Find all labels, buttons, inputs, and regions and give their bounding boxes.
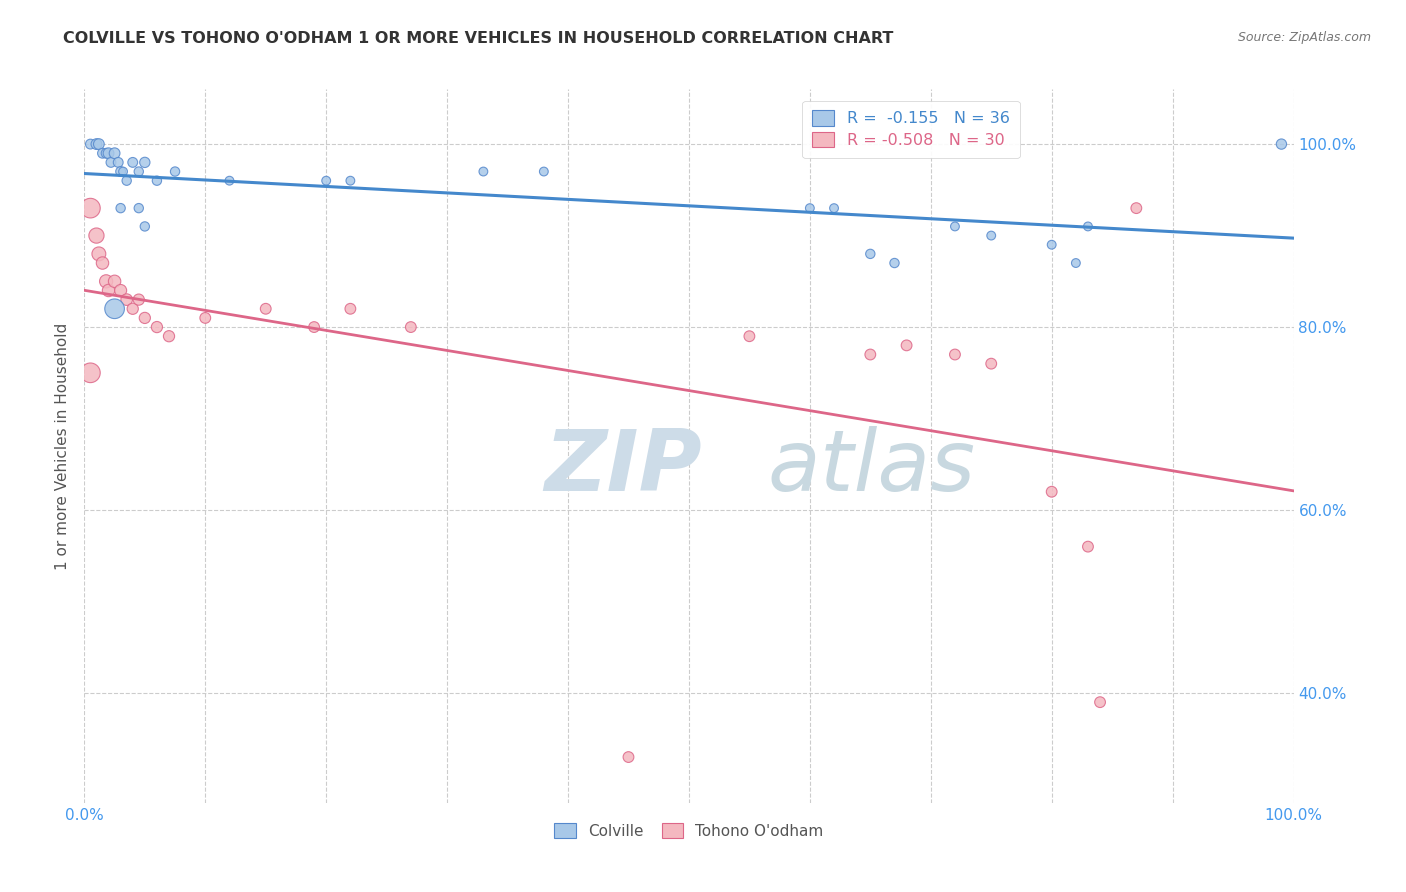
Point (110, 201, 132, 215)
Point (823, 201, 845, 215)
Point (128, 201, 150, 215)
Point (943, 347, 966, 361)
Point (1077, 219, 1099, 234)
Point (1064, 256, 1087, 270)
Point (94, 274, 117, 288)
Point (79, 201, 101, 215)
Point (738, 329, 761, 343)
Point (79, 137, 101, 152)
Point (104, 301, 127, 316)
Point (1088, 695, 1111, 709)
Point (94, 146, 117, 161)
Point (134, 310, 156, 325)
Point (859, 347, 882, 361)
Point (128, 164, 150, 178)
Point (100, 155, 122, 169)
Point (617, 750, 640, 764)
Point (1077, 540, 1099, 554)
Point (86, 228, 108, 243)
Point (883, 256, 905, 270)
Point (254, 301, 277, 316)
Point (1125, 201, 1147, 215)
Point (112, 164, 135, 178)
Point (121, 301, 143, 316)
Point (107, 155, 129, 169)
Point (110, 284, 132, 298)
Point (115, 174, 138, 188)
Point (315, 174, 337, 188)
Point (194, 310, 217, 325)
Point (339, 301, 361, 316)
Point (146, 174, 169, 188)
Point (472, 164, 495, 178)
Point (104, 146, 127, 161)
Point (87, 137, 110, 152)
Point (91, 256, 114, 270)
Point (980, 357, 1002, 371)
Point (339, 174, 361, 188)
Point (1270, 137, 1292, 152)
Point (97, 146, 120, 161)
Point (91, 146, 114, 161)
Point (896, 338, 918, 352)
Point (165, 164, 187, 178)
Point (218, 174, 240, 188)
Point (110, 164, 132, 178)
Y-axis label: 1 or more Vehicles in Household: 1 or more Vehicles in Household (55, 322, 70, 570)
Point (1040, 237, 1063, 252)
Point (157, 329, 180, 343)
Point (79, 366, 101, 380)
Text: ZIP: ZIP (544, 425, 702, 509)
Point (134, 219, 156, 234)
Point (134, 155, 156, 169)
Point (87, 247, 110, 261)
Point (128, 293, 150, 307)
Point (146, 320, 169, 334)
Text: atlas: atlas (768, 425, 976, 509)
Point (1040, 484, 1063, 499)
Point (104, 274, 127, 288)
Point (399, 320, 422, 334)
Point (86, 137, 108, 152)
Text: Source: ZipAtlas.com: Source: ZipAtlas.com (1237, 31, 1371, 45)
Legend: Colville, Tohono O'odham: Colville, Tohono O'odham (547, 816, 831, 847)
Point (121, 155, 143, 169)
Point (980, 228, 1002, 243)
Point (115, 293, 138, 307)
Point (533, 164, 555, 178)
Point (859, 247, 882, 261)
Point (943, 219, 966, 234)
Point (97, 284, 120, 298)
Point (302, 320, 325, 334)
Text: COLVILLE VS TOHONO O'ODHAM 1 OR MORE VEHICLES IN HOUSEHOLD CORRELATION CHART: COLVILLE VS TOHONO O'ODHAM 1 OR MORE VEH… (63, 31, 894, 46)
Point (799, 201, 821, 215)
